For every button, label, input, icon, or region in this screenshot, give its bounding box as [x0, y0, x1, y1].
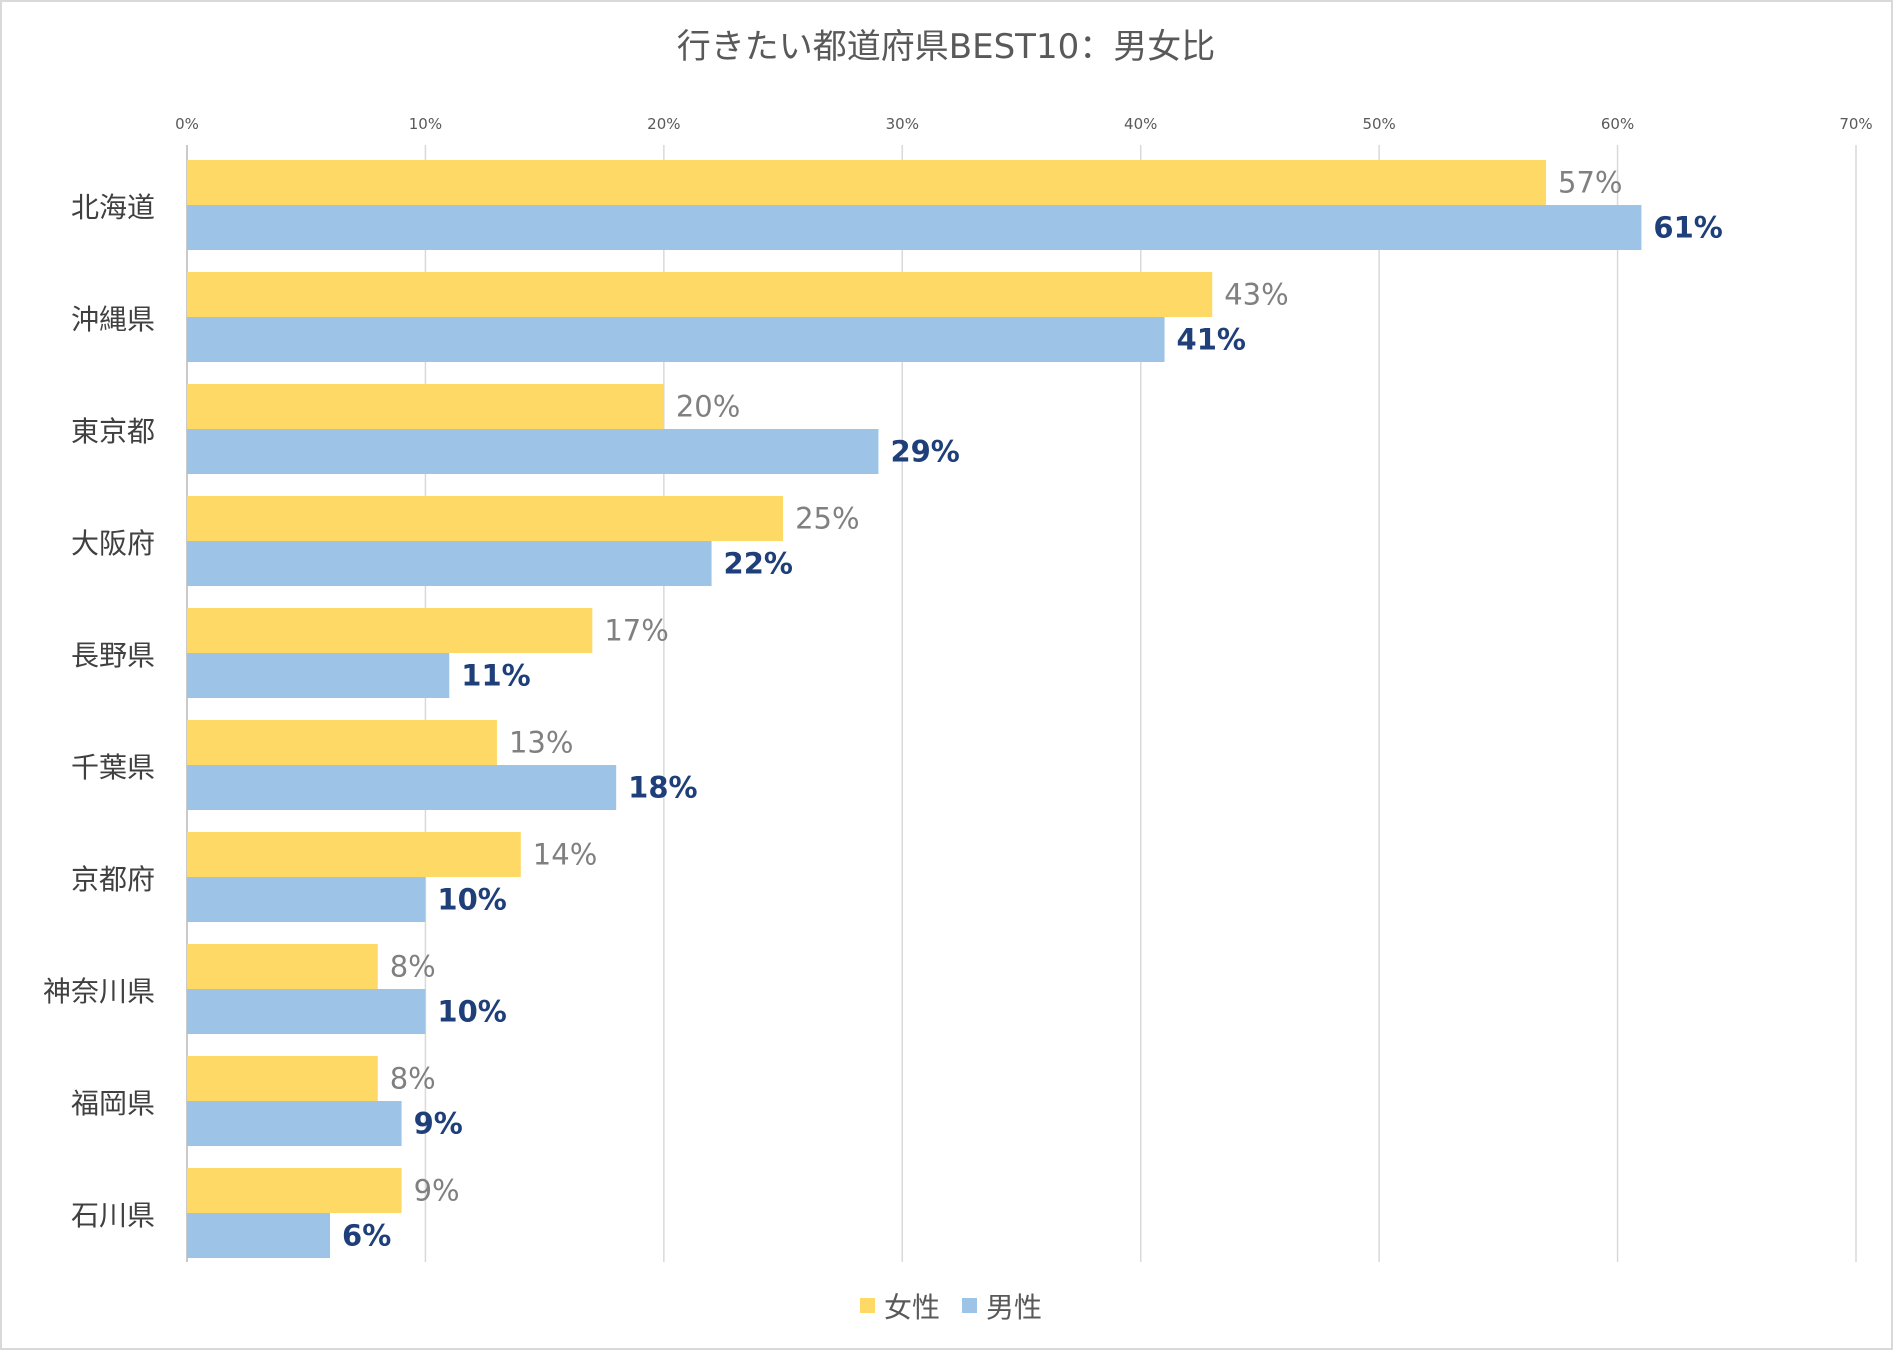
legend-item-male-swatch [962, 1298, 977, 1313]
category-label: 千葉県 [71, 751, 155, 784]
bar-female [187, 496, 784, 541]
bar-female [187, 1056, 378, 1101]
category-label: 石川県 [71, 1199, 155, 1232]
bar-female [187, 384, 664, 429]
bar-male [187, 877, 426, 922]
legend: 女性 男性 [860, 1291, 1042, 1324]
bar-male [187, 541, 712, 586]
legend-item-female-label: 女性 [884, 1291, 940, 1324]
bars [187, 160, 1642, 1258]
bar-male [187, 1101, 402, 1146]
data-label-female: 20% [676, 390, 740, 424]
bar-female [187, 944, 378, 989]
category-label: 福岡県 [71, 1087, 155, 1120]
data-label-male: 41% [1177, 323, 1246, 357]
bar-male [187, 317, 1165, 362]
bar-male [187, 1213, 331, 1258]
data-label-male: 61% [1653, 211, 1722, 245]
bar-female [187, 832, 521, 877]
data-label-male: 18% [628, 771, 697, 805]
category-label: 神奈川県 [43, 975, 155, 1008]
bar-male [187, 653, 450, 698]
data-label-female: 14% [533, 838, 597, 872]
data-label-male: 10% [437, 995, 506, 1029]
x-tick-label: 10% [409, 115, 442, 133]
data-label-male: 22% [724, 547, 793, 581]
data-label-female: 25% [795, 502, 859, 536]
data-label-male: 29% [890, 435, 959, 469]
data-label-female: 9% [414, 1174, 460, 1208]
category-label: 大阪府 [71, 527, 155, 560]
data-label-female: 43% [1224, 278, 1288, 312]
data-label-female: 57% [1558, 166, 1622, 200]
bar-female [187, 608, 593, 653]
x-tick-label: 20% [647, 115, 680, 133]
x-tick-label: 40% [1124, 115, 1157, 133]
x-tick-label: 70% [1839, 115, 1872, 133]
bar-male [187, 765, 617, 810]
bar-female [187, 272, 1213, 317]
x-tick-label: 30% [886, 115, 919, 133]
legend-item-female-swatch [860, 1298, 875, 1313]
bar-female [187, 720, 497, 765]
data-label-male: 9% [414, 1107, 463, 1141]
category-label: 長野県 [71, 639, 155, 672]
x-tick-label: 50% [1362, 115, 1395, 133]
bar-female [187, 1168, 402, 1213]
data-label-female: 8% [390, 950, 436, 984]
data-label-female: 13% [509, 726, 573, 760]
bar-male [187, 989, 426, 1034]
x-axis-ticks: 0% 10% 20% 30% 40% 50% 60% 70% [175, 115, 1873, 133]
category-label: 東京都 [71, 415, 155, 448]
data-label-male: 10% [437, 883, 506, 917]
category-label: 沖縄県 [71, 303, 155, 336]
data-label-male: 6% [342, 1219, 391, 1253]
category-label: 京都府 [71, 863, 155, 896]
bar-male [187, 205, 1642, 250]
x-tick-label: 0% [175, 115, 199, 133]
data-label-female: 17% [604, 614, 668, 648]
chart-title: 行きたい都道府県BEST10：男女比 [677, 27, 1215, 67]
bar-female [187, 160, 1547, 205]
data-label-female: 8% [390, 1062, 436, 1096]
x-tick-label: 60% [1601, 115, 1634, 133]
bar-male [187, 429, 879, 474]
data-labels: 57% 61% 43% 41% 20% 29% 25%22% 17% 11% 13% 18% 14% 1… [342, 166, 1723, 1253]
category-label: 北海道 [71, 191, 155, 224]
data-label-male: 11% [461, 659, 530, 693]
legend-item-male-label: 男性 [986, 1291, 1042, 1324]
